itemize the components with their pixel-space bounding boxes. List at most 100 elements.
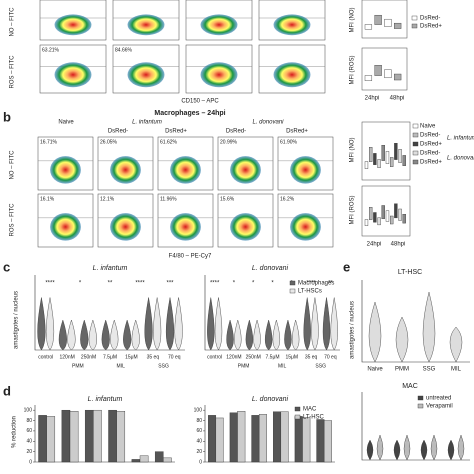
label: DsRed+ [286,129,308,135]
legend-swatch [411,15,418,21]
significance: * [233,281,236,287]
chart-title: L. donovani [252,396,289,403]
y-tick-label: 80 [196,418,202,424]
flow-density [200,14,238,36]
violin [165,297,175,351]
flow-density [290,213,321,241]
violin [449,326,463,363]
axis-title: MFI (ROS) [350,196,356,225]
box [381,145,385,161]
percentage: 61.62% [160,139,178,145]
percentage: 61.90% [280,139,298,145]
violin [80,319,89,351]
legend-swatch [412,141,419,147]
box [364,219,369,226]
violin [420,439,428,461]
box [369,207,373,220]
percentage: 16.2% [280,196,295,202]
box-panel [361,185,411,237]
bar [294,416,303,463]
violin [144,297,153,351]
chart-title: L. infantum [88,396,123,403]
significance: *** [166,281,174,287]
legend-label: LT-HSCs [298,289,322,295]
label: 70 eq [324,354,337,360]
violin [88,319,97,351]
label: MIL [451,367,462,373]
legend-label: DsRed+ [420,24,442,30]
legend-swatch [412,159,419,165]
label: 48hpi [391,242,406,248]
violin [37,297,46,351]
legend-swatch [411,23,418,29]
flow-density [170,213,201,241]
axis-title: MFI (NO) [350,138,356,163]
box [373,153,377,165]
y-tick-label: 0 [29,459,32,465]
flow-density [110,156,141,184]
violin [226,319,234,351]
label: 15μM [125,354,138,360]
bar [208,415,217,463]
y-tick-label: 20 [26,449,32,455]
bar [251,415,260,463]
legend-swatch [412,123,419,129]
axis [204,405,335,463]
box [390,157,394,167]
axis-title: NO – FITC [10,7,16,37]
percentage: 11.96% [160,196,177,202]
violin [253,319,261,351]
violin [457,434,465,461]
label: 15μM [285,354,298,360]
significance: ** [328,281,333,287]
axis [34,275,185,351]
label: 120nM [59,354,74,360]
axis [361,280,470,363]
significance: **** [135,281,145,287]
violin [207,297,215,351]
flow-density [273,62,311,88]
violin [123,319,132,351]
label: SSG [423,367,436,373]
box [377,159,381,168]
violin [264,319,273,351]
legend-group: L. infantum [447,136,474,142]
bar [93,409,102,463]
label: 35 eq [305,354,318,360]
legend-swatch [294,406,301,412]
box [385,210,390,222]
label: PMM [238,363,250,369]
box [402,155,406,166]
axis-title: ROS – FITC [10,203,16,237]
violin [174,297,183,351]
violin [447,439,455,461]
legend-label: MAC [303,407,317,413]
label: PMM [395,367,409,373]
label: Naive [58,120,74,126]
panel-label: e [343,259,350,274]
axis-title: F4/80 – PE-Cy7 [169,254,212,260]
axis-title: amastigotes / nucleus [350,301,356,359]
violin [330,297,338,351]
y-tick-label: 100 [194,408,203,414]
flow-density [54,62,92,88]
panel-title: Macrophages – 24hpi [154,110,225,117]
bar [302,417,311,463]
violin [366,439,374,461]
percentage: 20.99% [220,139,238,145]
axis-title: ROS – FITC [10,55,16,89]
label: 250nM [246,354,261,360]
y-tick-label: 40 [196,439,202,445]
bar [163,457,172,463]
box [394,73,402,81]
legend-group: L. donovani [447,156,474,162]
axis [204,275,340,351]
label: DsRed- [226,129,246,135]
label: 35 eq [147,354,160,360]
percentage: 63.21% [42,47,60,53]
label: L. infantum [132,120,162,126]
box [394,143,398,160]
box [374,14,382,25]
axis-title: amastigotes / nucleus [14,291,20,349]
significance: * [271,281,274,287]
